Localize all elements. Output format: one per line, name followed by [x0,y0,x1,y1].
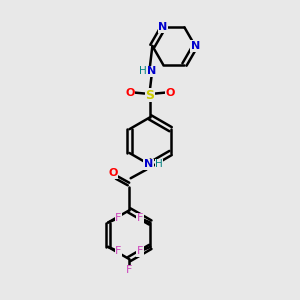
Text: N: N [190,41,200,51]
Text: H: H [155,159,163,169]
Text: O: O [108,168,118,178]
Text: F: F [126,266,132,275]
Text: F: F [115,213,122,223]
Text: F: F [137,213,143,223]
Text: H: H [139,66,146,76]
Text: F: F [137,246,143,256]
Text: F: F [115,246,122,256]
Text: N: N [147,66,156,76]
Text: N: N [158,22,168,32]
Text: O: O [125,88,134,98]
Text: S: S [146,88,154,101]
Text: O: O [166,88,175,98]
Text: N: N [144,159,153,169]
